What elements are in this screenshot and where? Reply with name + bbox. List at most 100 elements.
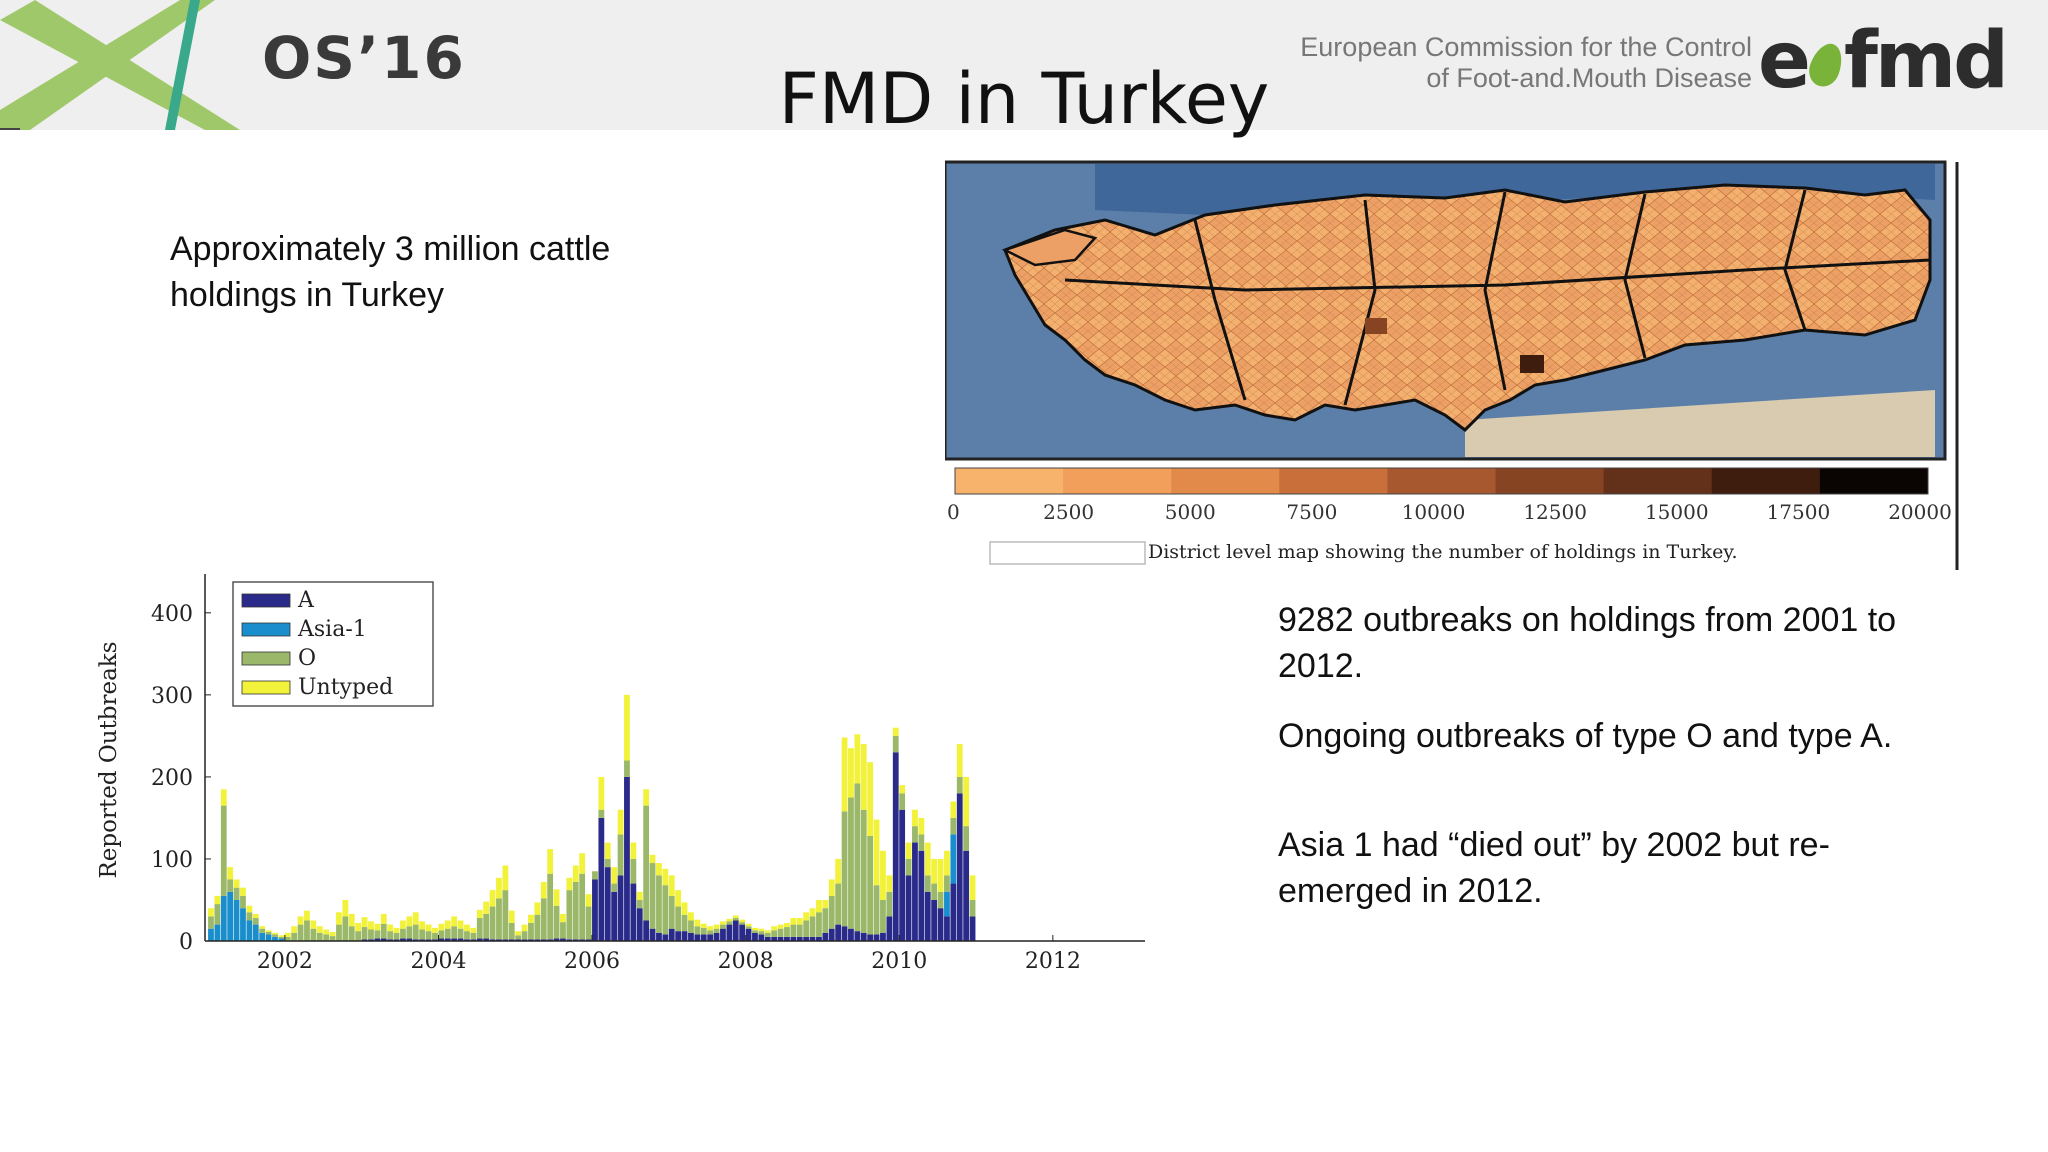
bar-segment (720, 921, 726, 925)
colorbar-tick-label: 20000 (1888, 500, 1952, 524)
bar-segment (688, 912, 694, 921)
ongoing-text: Ongoing outbreaks of type O and type A. (1278, 717, 1893, 755)
bar-segment (745, 923, 752, 927)
bar-segment (963, 826, 970, 851)
bar-segment (368, 939, 374, 941)
bar-segment (496, 877, 502, 899)
y-tick-label: 400 (151, 602, 193, 627)
bar-segment (483, 913, 490, 939)
bar-segment (361, 927, 368, 940)
bar-segment (387, 931, 394, 940)
bar-segment (745, 926, 752, 929)
bar-segment (905, 858, 912, 876)
bar-segment (342, 899, 349, 917)
bar-segment (617, 834, 624, 876)
bar-segment (374, 923, 381, 931)
bar-segment (540, 939, 547, 941)
bar-segment (502, 865, 509, 891)
bar-segment (572, 865, 579, 882)
asia1-text-line-2: emerged in 2012. (1278, 872, 1543, 910)
bar-segment (758, 934, 765, 941)
bar-segment (720, 928, 726, 941)
bar-segment (963, 776, 970, 827)
bar-segment (451, 916, 458, 927)
bar-segment (560, 913, 566, 923)
bar-segment (636, 899, 643, 909)
bar-segment (291, 926, 298, 933)
bar-segment (432, 939, 438, 941)
colorbar-tick-label: 10000 (1402, 500, 1466, 524)
bar-segment (553, 889, 560, 906)
bar-segment (713, 928, 720, 933)
conference-logo-cross (0, 0, 240, 130)
x-tick-label: 2010 (871, 949, 927, 974)
bar-segment (291, 932, 298, 941)
bar-segment (969, 875, 976, 900)
colorbar-ticks: 0 2500 5000 7500 10000 12500 15000 17500 20000 (947, 500, 1952, 524)
bar-segment (278, 938, 285, 941)
bar-segment (259, 926, 266, 929)
holdings-text-line-1: Approximately 3 million cattle (170, 230, 611, 268)
bar-segment (547, 939, 554, 941)
x-tick-label: 2008 (718, 949, 774, 974)
y-tick-label: 100 (151, 848, 193, 873)
bar-segment (944, 875, 950, 892)
bar-segment (355, 922, 362, 932)
bar-segment (502, 939, 509, 941)
bar-segment (905, 875, 912, 941)
bar-segment (752, 932, 758, 941)
bar-segment (528, 939, 534, 941)
bar-segment (726, 918, 733, 922)
bar-segment (470, 932, 477, 940)
colorbar-tick-label: 7500 (1286, 500, 1337, 524)
colorbar-segment (955, 468, 1064, 494)
bar-segment (662, 934, 669, 941)
bar-segment (227, 891, 234, 941)
bar-segment (483, 938, 490, 941)
colorbar-segment (1711, 468, 1821, 494)
bar-segment (726, 921, 733, 925)
bar-segment (419, 939, 426, 941)
bar-segment (848, 748, 854, 798)
bar-segment (406, 926, 413, 939)
bar-segment (400, 928, 406, 939)
turkey-map-figure: 0 2500 5000 7500 10000 12500 15000 17500 20000 D… (943, 160, 1965, 575)
bar-segment (534, 939, 541, 941)
bar-segment (585, 939, 592, 941)
bar-segment (636, 891, 643, 900)
bar-segment (547, 849, 554, 874)
bar-segment (278, 936, 285, 939)
dark-district (1520, 355, 1544, 373)
colorbar-tick-label: 0 (947, 500, 960, 524)
legend-label: O (298, 646, 316, 671)
bar-segment (579, 853, 586, 874)
bar-segment (924, 842, 931, 876)
bar-segment (886, 875, 893, 892)
bar-segment (688, 920, 694, 933)
bar-segment (361, 917, 368, 928)
bar-segment (854, 734, 861, 784)
bar-segment (771, 926, 778, 931)
x-tick-label: 2012 (1025, 949, 1081, 974)
bar-segment (732, 920, 739, 941)
bar-segment (304, 920, 310, 941)
holdings-text: Approximately 3 million cattle holdings … (170, 226, 610, 318)
bar-segment (220, 805, 227, 896)
thrace-region (1001, 228, 1098, 267)
bar-segment (624, 694, 630, 761)
bar-segment (572, 939, 579, 941)
bar-segment (969, 916, 976, 941)
bar-segment (208, 916, 214, 929)
bar-segment (336, 924, 342, 941)
bar-segment (566, 890, 573, 940)
bar-segment (816, 912, 822, 937)
bar-segment (796, 918, 803, 925)
bar-segment (412, 912, 419, 925)
bar-segment (585, 894, 592, 907)
bar-segment (944, 916, 950, 941)
bar-segment (918, 834, 925, 851)
commission-name: European Commission for the Control of F… (1300, 32, 1752, 94)
bar-segment (675, 906, 682, 932)
bar-segment (713, 924, 720, 929)
bar-segment (739, 919, 746, 923)
